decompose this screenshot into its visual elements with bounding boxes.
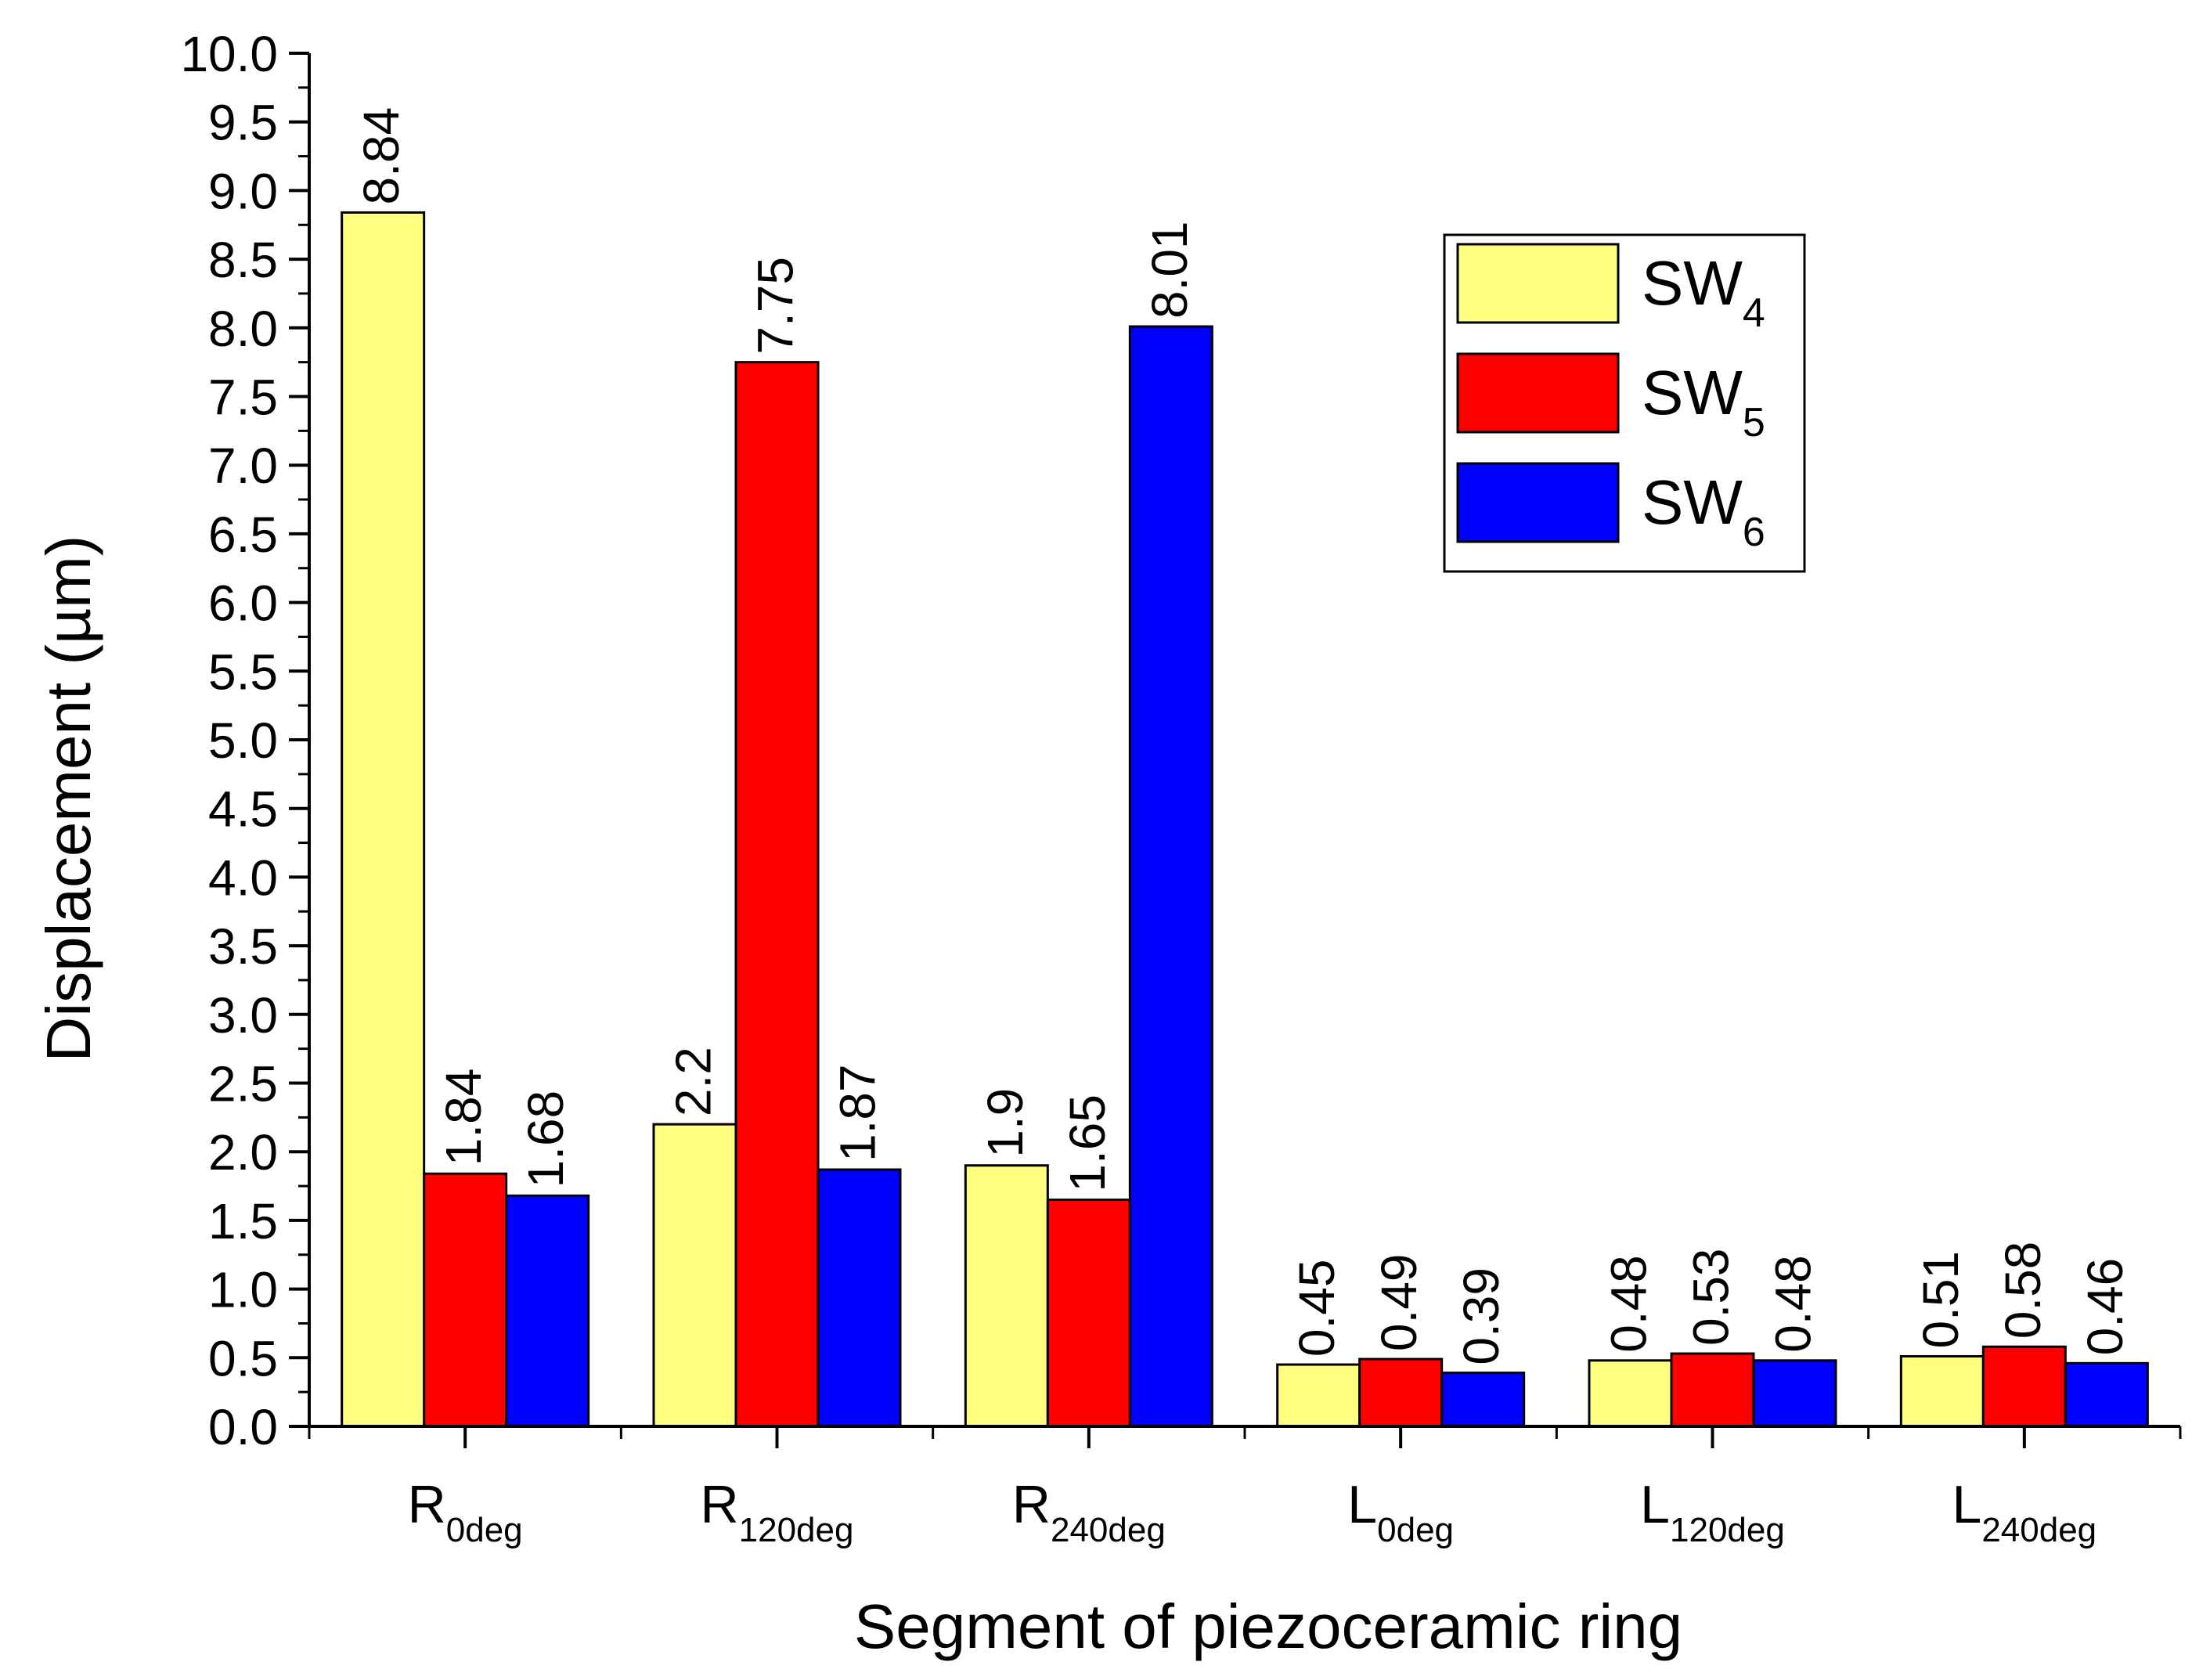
bar-sw5-r120deg	[734, 361, 820, 1428]
bar-sw4-r120deg	[652, 1123, 737, 1428]
bar-value-label: 0.39	[1453, 1267, 1509, 1365]
y-tick-label: 2.5	[208, 1056, 278, 1112]
bars-group	[341, 211, 2149, 1428]
bar-value-label: 8.84	[353, 107, 409, 205]
bar-value-label: 0.46	[2077, 1258, 2133, 1356]
bar-sw4-l120deg	[1588, 1359, 1673, 1428]
bar-value-label: 0.48	[1765, 1255, 1822, 1353]
y-tick-label: 9.0	[208, 163, 278, 219]
bar-sw4-r0deg	[341, 211, 426, 1428]
bar-sw6-l240deg	[2064, 1361, 2149, 1428]
legend-label: SW5	[1642, 358, 1765, 445]
bar-value-label: 2.2	[665, 1047, 722, 1116]
bar-sw5-r0deg	[423, 1172, 508, 1428]
bar-sw4-r240deg	[964, 1164, 1049, 1428]
y-tick-label: 4.0	[208, 849, 278, 906]
y-tick-label: 5.0	[208, 712, 278, 769]
y-tick-label: 6.0	[208, 575, 278, 632]
y-tick-label: 7.5	[208, 370, 278, 426]
bar-value-label: 0.53	[1683, 1248, 1740, 1346]
bar-sw5-r240deg	[1046, 1199, 1131, 1428]
legend: SW4 SW5 SW6	[1443, 233, 1806, 573]
x-tick-label: L120deg	[1640, 1475, 1785, 1549]
y-tick-label: 3.5	[208, 918, 278, 975]
bar-value-label: 0.48	[1601, 1255, 1657, 1353]
y-tick-label: 1.0	[208, 1262, 278, 1318]
y-axis-title: Displacement (µm)	[34, 535, 103, 1062]
y-tick-label: 0.5	[208, 1330, 278, 1386]
legend-swatch	[1456, 462, 1620, 543]
bar-sw6-r240deg	[1128, 325, 1213, 1428]
y-axis: 0.0 0.5 1.0 1.5 2.0 2.5 3.0 3.5 4.0 4.5 5.0 5.5 6.0 6…	[180, 26, 311, 1455]
bar-value-label: 0.49	[1371, 1253, 1427, 1351]
legend-label: SW4	[1642, 248, 1765, 336]
y-tick-label: 0.0	[208, 1399, 278, 1455]
y-tick-label: 8.5	[208, 232, 278, 288]
x-tick-label: R0deg	[408, 1475, 523, 1549]
y-tick-label: 10.0	[180, 26, 278, 82]
bar-value-label: 1.9	[977, 1088, 1033, 1158]
bar-value-label: 1.87	[830, 1064, 886, 1162]
bar-sw4-l0deg	[1276, 1363, 1361, 1428]
bar-value-label: 0.51	[1913, 1251, 1969, 1349]
bar-sw5-l240deg	[1981, 1345, 2067, 1428]
bar-sw6-l120deg	[1752, 1359, 1837, 1428]
bar-value-label: 0.45	[1289, 1260, 1345, 1357]
x-tick-label: L0deg	[1347, 1475, 1454, 1549]
bar-sw4-l240deg	[1899, 1355, 1985, 1428]
bar-sw6-l0deg	[1440, 1372, 1526, 1428]
x-axis: R0deg R120deg R240deg L0deg L120deg L240deg	[308, 1425, 2182, 1549]
x-tick-label: L240deg	[1952, 1475, 2097, 1549]
legend-label: SW6	[1642, 467, 1765, 555]
y-tick-label: 7.0	[208, 438, 278, 494]
y-tick-label: 5.5	[208, 644, 278, 700]
legend-swatch	[1456, 352, 1620, 434]
x-axis-title: Segment of piezoceramic ring	[854, 1592, 1682, 1661]
legend-swatch	[1456, 243, 1620, 324]
y-tick-label: 3.0	[208, 987, 278, 1044]
y-tick-label: 2.0	[208, 1124, 278, 1181]
y-tick-label: 4.5	[208, 781, 278, 838]
y-tick-label: 1.5	[208, 1193, 278, 1249]
bar-value-label: 1.68	[517, 1091, 574, 1188]
x-tick-label: R240deg	[1012, 1475, 1166, 1549]
bar-value-label: 8.01	[1141, 221, 1198, 319]
bar-value-label: 1.84	[435, 1069, 492, 1166]
x-tick-label: R120deg	[701, 1475, 854, 1549]
y-tick-label: 9.5	[208, 95, 278, 151]
bar-sw5-l0deg	[1358, 1357, 1444, 1428]
bar-labels-group: 8.84 2.2 1.9 0.45 0.48 0.51 1.84 7.75 1.65 0.49 0.…	[353, 107, 2133, 1365]
y-tick-label: 8.0	[208, 301, 278, 357]
bar-value-label: 0.58	[1995, 1242, 2051, 1339]
bar-value-label: 1.65	[1059, 1094, 1116, 1192]
y-tick-label: 6.5	[208, 507, 278, 563]
bar-sw6-r0deg	[505, 1194, 590, 1428]
bar-sw6-r120deg	[817, 1168, 902, 1428]
bar-value-label: 7.75	[748, 257, 804, 355]
bar-sw5-l120deg	[1670, 1352, 1755, 1428]
